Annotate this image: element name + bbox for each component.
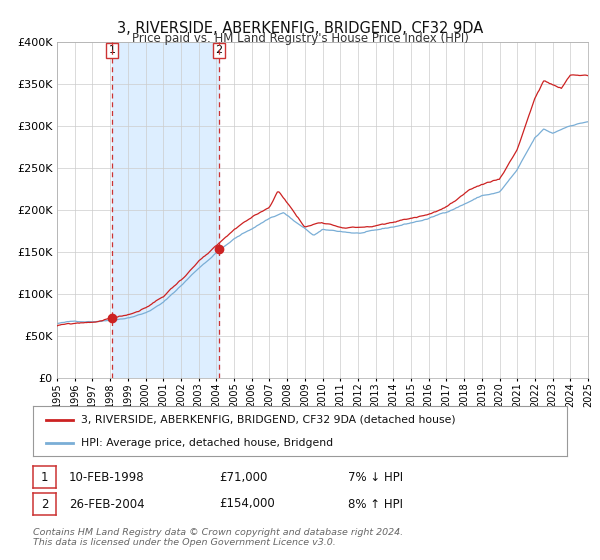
Text: 2: 2 bbox=[215, 45, 223, 55]
Text: 3, RIVERSIDE, ABERKENFIG, BRIDGEND, CF32 9DA: 3, RIVERSIDE, ABERKENFIG, BRIDGEND, CF32… bbox=[117, 21, 483, 36]
Text: 1: 1 bbox=[41, 470, 48, 484]
Text: £154,000: £154,000 bbox=[219, 497, 275, 511]
Text: 3, RIVERSIDE, ABERKENFIG, BRIDGEND, CF32 9DA (detached house): 3, RIVERSIDE, ABERKENFIG, BRIDGEND, CF32… bbox=[81, 414, 455, 424]
Text: 10-FEB-1998: 10-FEB-1998 bbox=[69, 470, 145, 484]
Text: Price paid vs. HM Land Registry's House Price Index (HPI): Price paid vs. HM Land Registry's House … bbox=[131, 32, 469, 45]
Text: Contains HM Land Registry data © Crown copyright and database right 2024.
This d: Contains HM Land Registry data © Crown c… bbox=[33, 528, 403, 547]
Bar bbox=[112, 42, 219, 378]
Text: £71,000: £71,000 bbox=[219, 470, 268, 484]
Text: 26-FEB-2004: 26-FEB-2004 bbox=[69, 497, 145, 511]
Text: HPI: Average price, detached house, Bridgend: HPI: Average price, detached house, Brid… bbox=[81, 438, 333, 448]
Text: 1: 1 bbox=[109, 45, 116, 55]
Text: 8% ↑ HPI: 8% ↑ HPI bbox=[348, 497, 403, 511]
Text: 7% ↓ HPI: 7% ↓ HPI bbox=[348, 470, 403, 484]
Text: 2: 2 bbox=[41, 497, 48, 511]
